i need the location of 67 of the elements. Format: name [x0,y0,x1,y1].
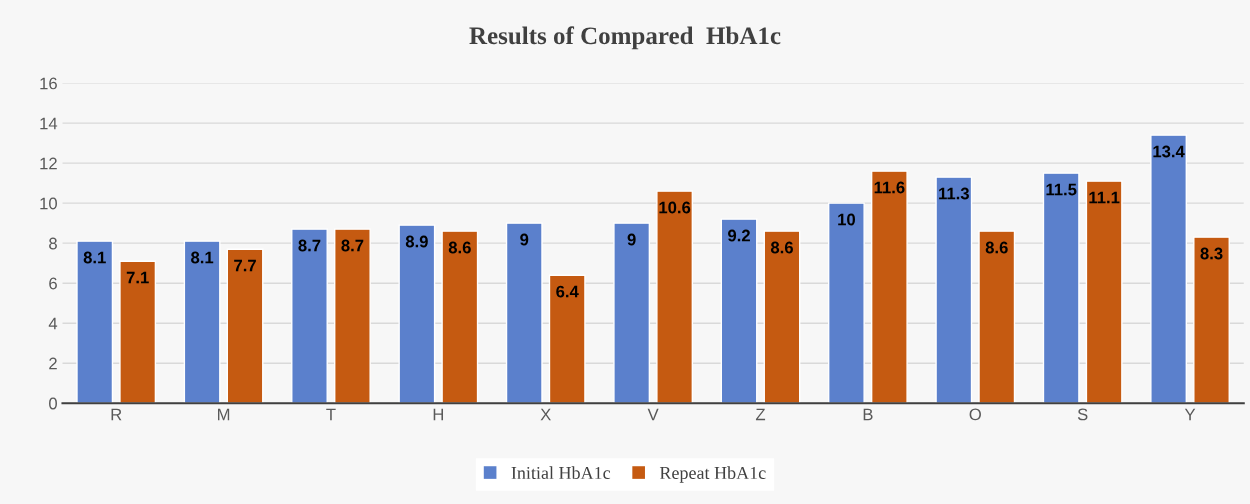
y-tick-label: 6 [49,277,57,290]
data-label: 13.4 [1153,145,1185,158]
data-label: 8.9 [405,235,428,248]
x-tick-label: Z [755,408,766,421]
bar [226,248,264,404]
bar [183,240,221,404]
y-tick-label: 4 [48,317,58,330]
chart-title: Results of Compared HbA1c [469,26,781,50]
data-label: 6.4 [556,285,579,298]
data-label: 8.1 [191,251,214,264]
bar [1193,236,1230,404]
data-label: 9 [627,233,636,246]
bar [763,230,801,404]
x-tick-label: V [647,408,659,421]
x-tick-label: M [218,408,230,421]
bar [870,170,908,404]
x-tick-label: X [540,408,551,421]
bar [76,240,114,404]
bar [441,230,479,404]
data-label: 8.7 [298,239,321,252]
data-label: 8.6 [448,241,471,254]
y-tick-label: 14 [40,117,58,130]
bar [334,228,371,404]
y-tick-label: 8 [49,237,57,250]
data-label: 10.6 [659,201,691,214]
y-tick-label: 2 [49,357,57,370]
bar [505,222,543,404]
x-tick-label: Y [1184,408,1196,421]
data-label: 9.2 [728,229,750,242]
data-label: 10 [838,213,856,226]
data-label: 11.3 [939,187,969,200]
data-label: 11.1 [1089,191,1120,204]
data-label: 7.7 [234,259,256,272]
data-label: 8.1 [83,251,106,264]
y-tick-label: 16 [40,77,57,90]
bar [548,274,586,404]
bar [119,260,157,404]
legend-label: Repeat HbA1c [659,466,766,483]
data-label: 8.6 [985,241,1008,254]
y-tick-label: 12 [40,157,57,170]
data-label: 11.6 [874,181,905,194]
bar [1150,134,1187,404]
data-label: 7.1 [126,271,149,284]
bar [935,176,973,404]
bar [720,218,758,404]
bar [1085,180,1123,404]
x-tick-label: O [969,408,981,421]
data-label: 11.5 [1046,183,1077,196]
x-tick-label: T [326,408,336,421]
bar [613,222,651,404]
y-tick-label: 0 [49,397,57,410]
bar [291,228,328,404]
data-label: 8.6 [770,241,793,254]
data-label: 8.7 [341,239,364,252]
bar [1042,172,1080,404]
bar [828,202,865,404]
bar [978,230,1016,404]
legend-label: Initial HbA1c [511,466,611,480]
x-tick-label: S [1077,408,1088,421]
x-tick-label: B [863,408,873,421]
data-label: 9 [520,233,529,246]
x-tick-label: R [111,408,122,421]
x-tick-label: H [433,408,444,421]
y-tick-label: 10 [40,197,57,210]
bar [398,224,436,404]
data-label: 8.3 [1200,247,1223,260]
bar [656,190,694,404]
